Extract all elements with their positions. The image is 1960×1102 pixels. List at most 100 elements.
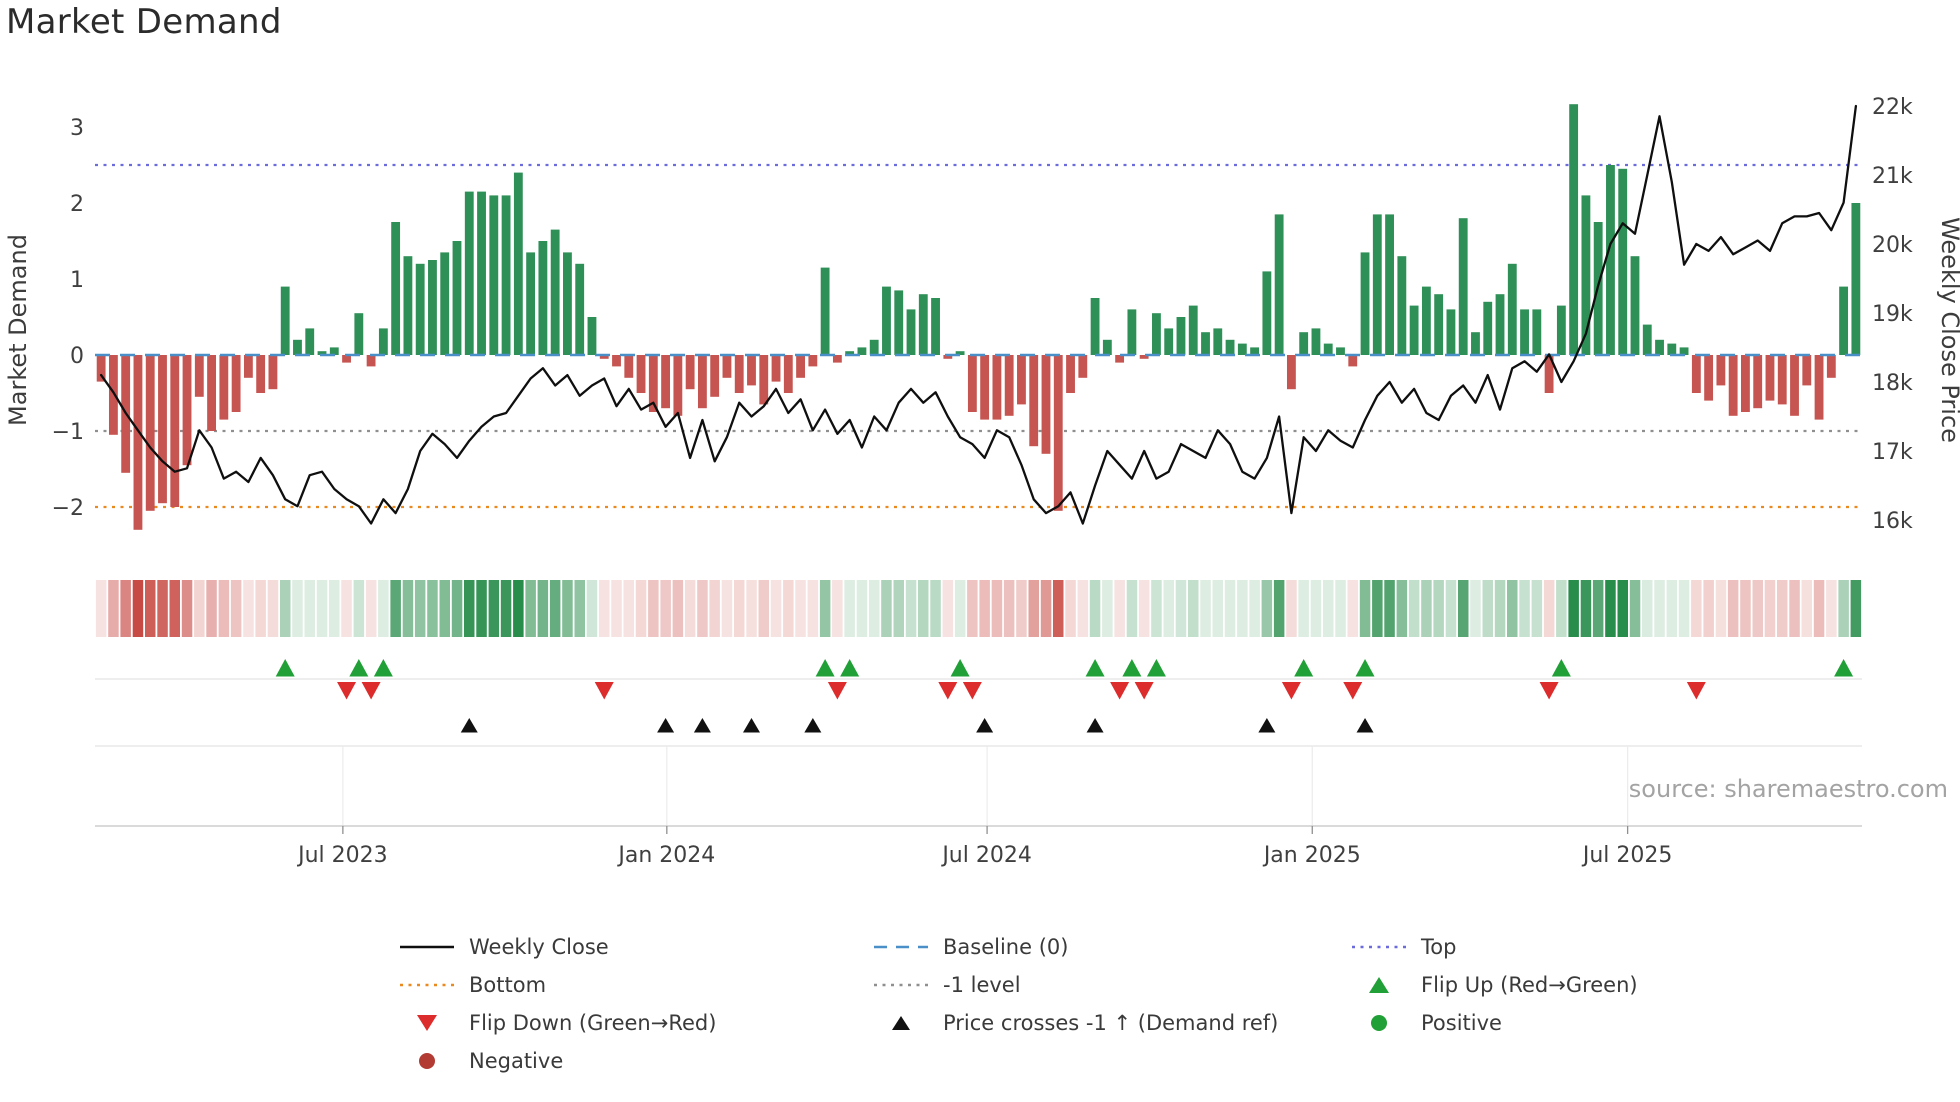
price-cross-triangle-icon	[804, 718, 822, 733]
positive-bar	[1299, 332, 1309, 355]
legend-label: Flip Down (Green→Red)	[469, 1011, 717, 1035]
heatmap-cell	[684, 580, 696, 637]
heatmap-cell	[365, 580, 377, 637]
heatmap-cell	[819, 580, 831, 637]
positive-bar	[329, 347, 339, 355]
heatmap-cell	[1531, 580, 1543, 637]
legend-item-top: Top	[1350, 932, 1830, 962]
flip-down-triangle-icon	[1686, 682, 1706, 700]
heatmap-cell	[1642, 580, 1653, 637]
demand-tick-label: 1	[70, 268, 84, 293]
positive-circle-icon	[1350, 1012, 1408, 1034]
negative-bar	[366, 355, 376, 367]
flip-up-markers	[275, 659, 1854, 677]
heatmap-strip	[95, 580, 1862, 637]
flip-down-triangle-icon	[337, 682, 357, 700]
positive-bar	[563, 252, 572, 355]
price-cross-triangle-icon	[976, 718, 994, 733]
left-axis-title: Market Demand	[4, 234, 32, 426]
heatmap-cell	[954, 580, 966, 637]
flip-up-triangle-icon	[275, 659, 295, 677]
heatmap-cell	[145, 580, 156, 637]
positive-bar	[1556, 305, 1566, 355]
demand-tick-label: 3	[70, 116, 84, 141]
positive-bar	[1152, 313, 1161, 355]
heatmap-cell	[1715, 580, 1727, 637]
heatmap-cell	[194, 580, 205, 637]
positive-bar	[1606, 165, 1615, 355]
negative-bar	[96, 355, 106, 382]
negative-bar	[759, 355, 769, 405]
heatmap-cell	[1445, 580, 1457, 637]
heatmap-cell	[660, 580, 671, 637]
negative-bar	[967, 355, 977, 412]
heatmap-cell	[1286, 580, 1297, 637]
positive-bar	[1434, 294, 1444, 355]
negative-bar	[808, 355, 818, 367]
heatmap-cell	[586, 580, 598, 637]
negative-bar	[342, 355, 351, 363]
negative-bar	[1765, 355, 1775, 401]
negative-bar	[133, 355, 143, 530]
negative-bar	[1115, 355, 1125, 363]
heatmap-cell	[292, 580, 303, 637]
heatmap-cell	[255, 580, 266, 637]
negative-bar	[256, 355, 266, 393]
negative-bar	[648, 355, 658, 412]
positive-bar	[1323, 343, 1333, 355]
positive-bar	[1188, 305, 1198, 355]
positive-bar	[550, 229, 560, 355]
heatmap-cell	[1556, 580, 1567, 637]
heatmap-cell	[1850, 580, 1862, 637]
negative-bar	[108, 355, 118, 435]
heatmap-cell	[549, 580, 561, 637]
heatmap-cell	[1384, 580, 1395, 637]
legend-label: Negative	[469, 1049, 564, 1073]
heatmap-cell	[623, 580, 634, 637]
negative-bar	[145, 355, 155, 511]
demand-tick-label: 0	[70, 344, 84, 369]
negative-bar	[1017, 355, 1026, 405]
heatmap-cell	[881, 580, 892, 637]
heatmap-cell	[1543, 580, 1555, 637]
negative-bar	[1741, 355, 1750, 412]
positive-bar	[526, 252, 536, 355]
negative-bar	[1826, 355, 1836, 378]
heatmap-cell	[1040, 580, 1052, 637]
price-cross-triangle-icon	[657, 718, 675, 733]
heatmap-cell	[783, 580, 794, 637]
positive-bar	[513, 172, 523, 355]
positive-bar	[1385, 214, 1394, 355]
heatmap-cell	[893, 580, 904, 637]
flip-up-triangle-icon	[815, 659, 835, 677]
heatmap-cell	[635, 580, 647, 637]
positive-bar	[1102, 339, 1112, 355]
price-tick-label: 16k	[1872, 509, 1913, 534]
positive-bar	[1176, 317, 1186, 355]
flip-down-triangle-icon	[1281, 682, 1301, 700]
heatmap-cell	[1323, 580, 1334, 637]
heatmap-cell	[280, 580, 291, 637]
heatmap-cell	[1016, 580, 1027, 637]
positive-bar	[1409, 305, 1419, 355]
negative-bar	[612, 355, 621, 367]
legend-label: Baseline (0)	[943, 935, 1069, 959]
negative-bar	[1286, 355, 1296, 390]
flip-up-triangle-icon	[1551, 659, 1571, 677]
heatmap-cell	[402, 580, 414, 637]
legend-item-weekly-close: Weekly Close	[398, 932, 872, 962]
heatmap-cell	[1212, 580, 1223, 637]
legend-label: Price crosses -1 ↑ (Demand ref)	[943, 1011, 1279, 1035]
heatmap-cell	[206, 580, 217, 637]
positive-bar	[403, 256, 413, 355]
positive-bar	[1237, 343, 1247, 355]
positive-bar	[538, 241, 548, 355]
flip-up-triangle-icon	[1122, 659, 1142, 677]
heatmap-cell	[120, 580, 131, 637]
reference-lines	[95, 163, 1862, 509]
positive-bar	[1495, 294, 1505, 355]
heatmap-cell	[378, 580, 389, 637]
heatmap-cell	[648, 580, 659, 637]
negative-bar	[710, 355, 720, 397]
heatmap-cell	[1089, 580, 1101, 637]
